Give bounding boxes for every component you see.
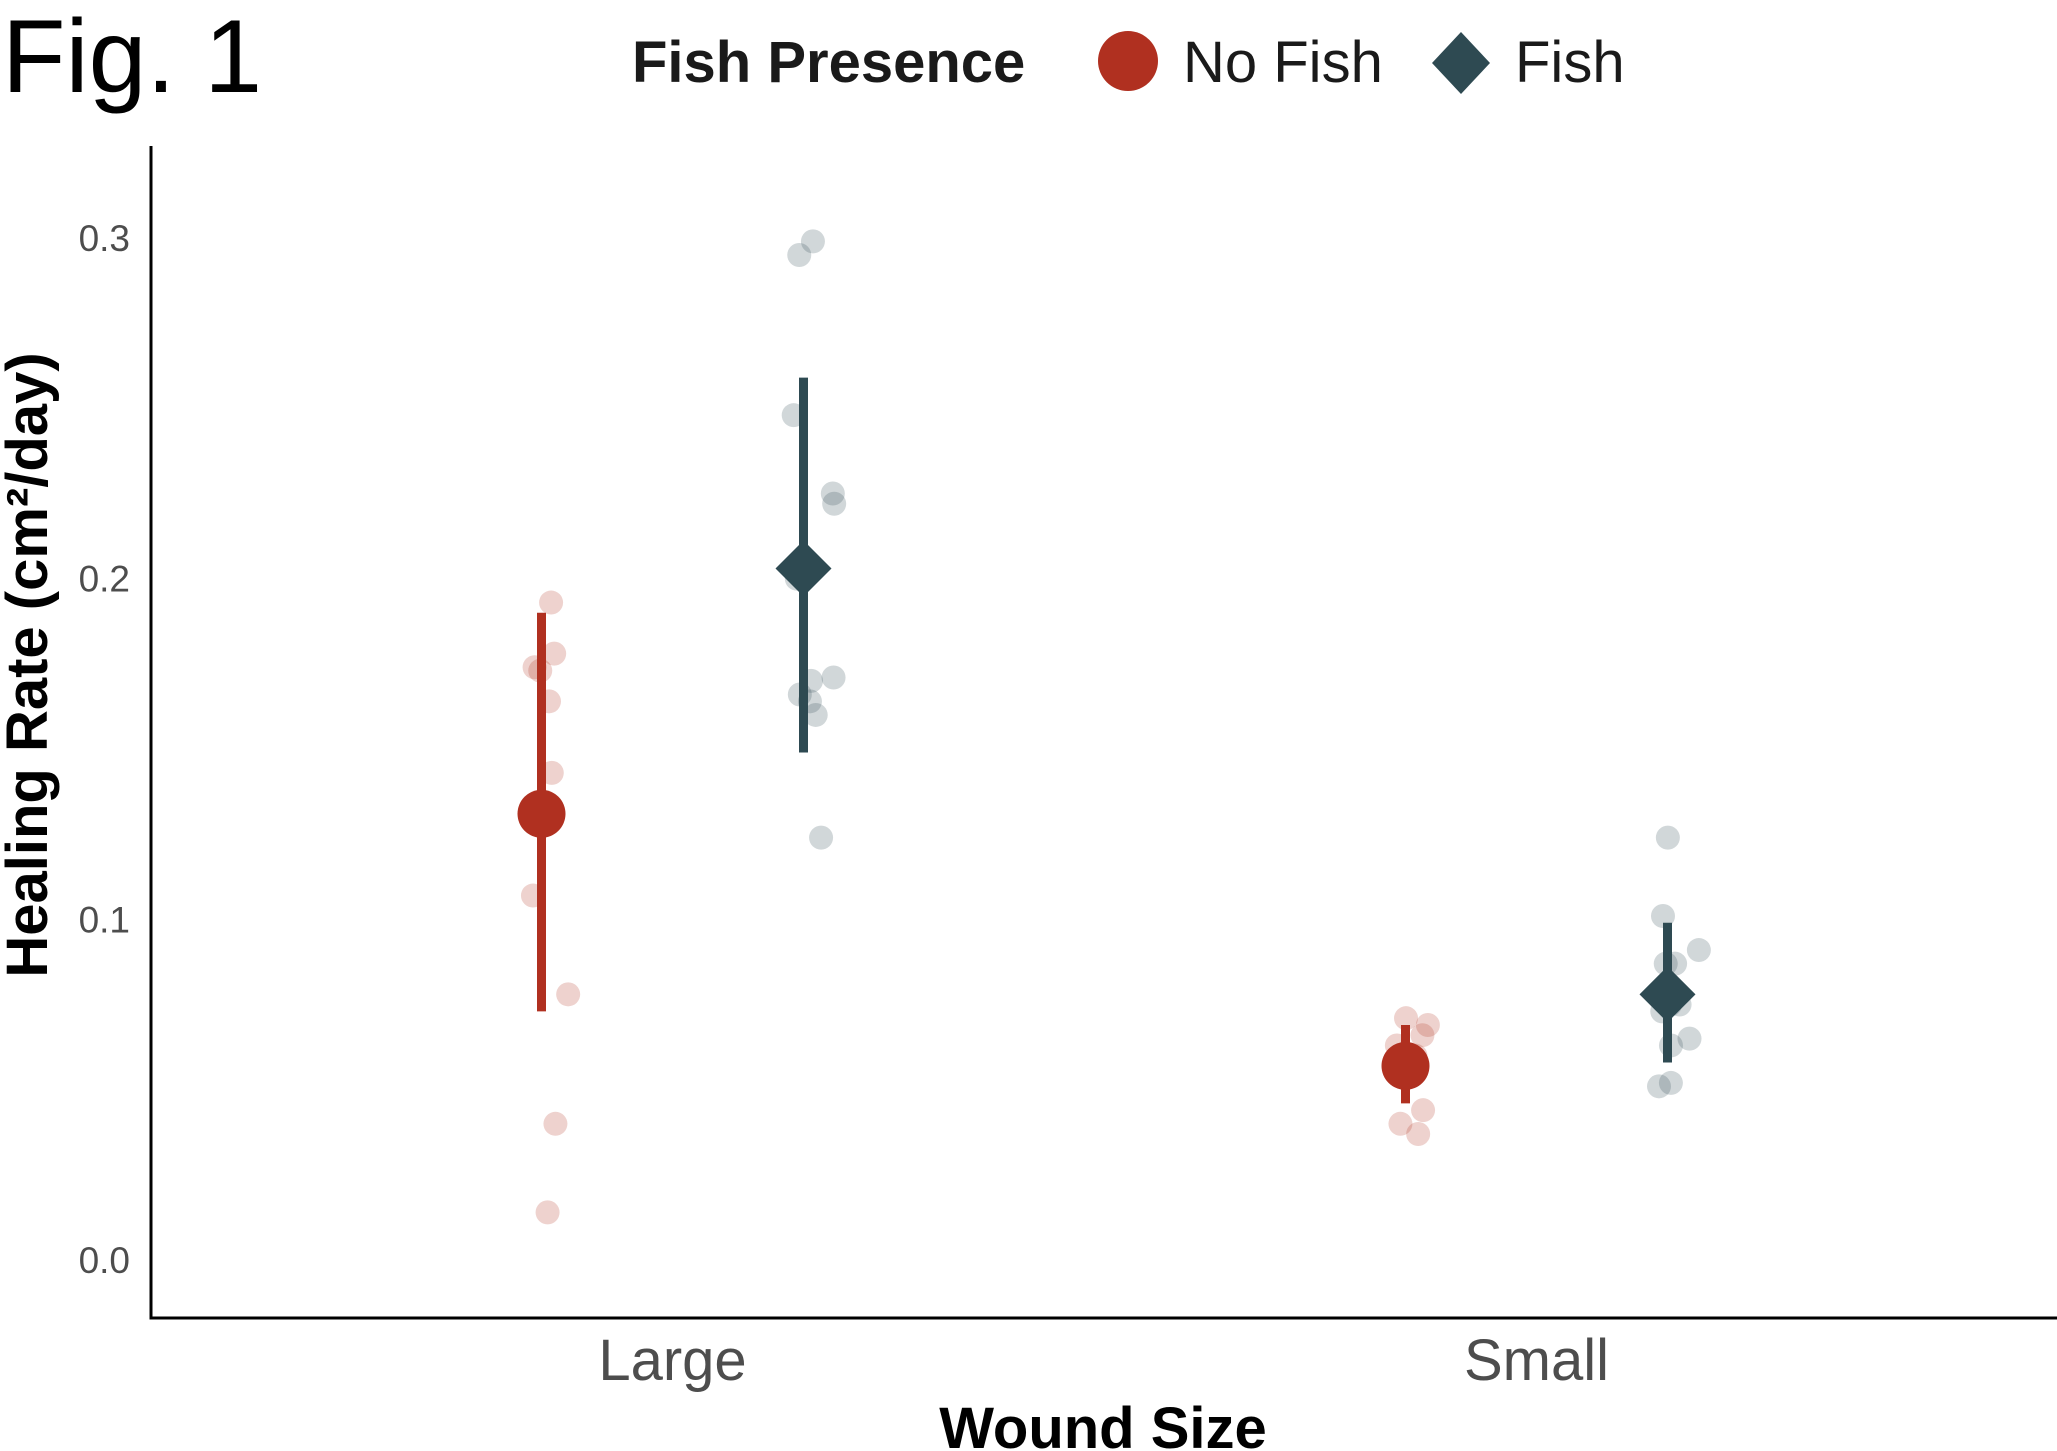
legend-title: Fish Presence	[632, 30, 1025, 95]
y-axis-title: Healing Rate (cm²/day)	[0, 352, 60, 977]
legend-fish-label: Fish	[1515, 30, 1625, 95]
y-tick-label: 0.0	[79, 1240, 130, 1281]
raw-point-fish-large	[820, 481, 845, 506]
raw-points-layer	[520, 229, 1711, 1225]
raw-point-fish-small	[1658, 1070, 1683, 1095]
raw-point-fish-large	[822, 491, 847, 516]
mean-marker-no-fish-small	[1381, 1041, 1430, 1090]
legend: Fish Presence No Fish Fish	[632, 30, 1625, 95]
raw-point-fish-small	[1655, 825, 1680, 850]
raw-point-no-fish-large	[543, 1111, 568, 1136]
x-tick-label-large: Large	[598, 1328, 746, 1393]
raw-point-no-fish-large	[542, 641, 567, 666]
x-axis-title: Wound Size	[939, 1396, 1267, 1451]
raw-point-fish-large	[800, 229, 825, 254]
y-tick-label: 0.1	[79, 899, 130, 940]
raw-point-fish-large	[821, 665, 846, 690]
mean-marker-no-fish-large	[517, 789, 566, 838]
raw-point-no-fish-small	[1406, 1122, 1431, 1147]
raw-point-no-fish-large	[535, 1200, 560, 1225]
raw-point-fish-large	[809, 825, 834, 850]
raw-point-no-fish-small	[1411, 1098, 1436, 1123]
raw-point-fish-large	[803, 702, 828, 727]
raw-point-fish-small	[1677, 1026, 1702, 1051]
mean-marker-fish-large	[775, 540, 832, 597]
mean-marker-fish-small	[1639, 966, 1696, 1023]
raw-point-no-fish-small	[1410, 1023, 1435, 1048]
raw-point-no-fish-large	[556, 982, 581, 1007]
x-tick-label-small: Small	[1464, 1328, 1609, 1393]
legend-no-fish-marker	[1098, 31, 1158, 91]
raw-point-no-fish-small	[1394, 1006, 1419, 1031]
raw-point-no-fish-small	[1388, 1111, 1413, 1136]
figure-label: Fig. 1	[2, 0, 262, 115]
raw-point-no-fish-small	[1415, 1013, 1440, 1037]
y-tick-label: 0.2	[79, 559, 130, 600]
raw-point-fish-small	[1686, 938, 1711, 963]
raw-point-fish-large	[787, 243, 812, 268]
y-tick-labels: 0.0 0.1 0.2 0.3	[79, 218, 130, 1281]
raw-point-no-fish-large	[539, 590, 564, 615]
raw-point-fish-small	[1650, 903, 1675, 928]
raw-point-fish-small	[1647, 1074, 1672, 1099]
legend-fish-marker	[1432, 32, 1490, 94]
summary-layer	[517, 377, 1696, 1104]
y-tick-label: 0.3	[79, 218, 130, 259]
x-tick-labels: Large Small	[598, 1328, 1609, 1393]
legend-no-fish-label: No Fish	[1183, 30, 1383, 95]
